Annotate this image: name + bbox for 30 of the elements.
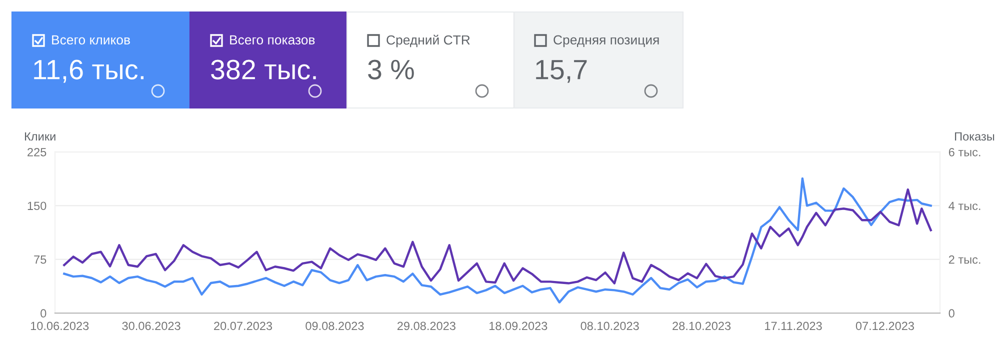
x-tick-label: 08.10.2023 xyxy=(580,322,639,330)
line-series xyxy=(63,177,932,304)
text: Всего кликов xyxy=(52,35,130,45)
text: Средний CTR xyxy=(386,34,470,48)
y-axis-title: Клики xyxy=(24,132,56,141)
y-tick-label: 75 xyxy=(34,256,46,264)
text: 11,6 тыс. xyxy=(34,60,144,83)
x-tick-label: 29.08.2023 xyxy=(397,322,456,330)
y2-tick-label: 4 тыс. xyxy=(948,202,980,210)
x-tick-label: 28.10.2023 xyxy=(672,322,731,330)
text: 382 тыс. xyxy=(211,60,316,80)
text: Всего показов xyxy=(230,35,315,45)
y-tick-label: 0 xyxy=(40,309,46,318)
y2-tick-label: 6 тыс. xyxy=(948,148,980,156)
y-tick-label: 150 xyxy=(28,202,46,210)
x-tick-label: 10.06.2023 xyxy=(30,322,89,330)
text: Средняя позиция xyxy=(554,35,659,48)
y-tick-label: 225 xyxy=(28,148,46,156)
x-tick-label: 30.06.2023 xyxy=(122,322,180,330)
x-tick-label: 09.08.2023 xyxy=(306,322,364,330)
y2-tick-label: 0 xyxy=(948,309,954,318)
y2-axis-title: Показы xyxy=(955,132,994,141)
x-tick-label: 17.11.2023 xyxy=(765,322,822,330)
text: 3 % xyxy=(368,60,414,80)
x-tick-label: 18.09.2023 xyxy=(489,322,548,330)
x-tick-label: 20.07.2023 xyxy=(214,322,272,330)
line-series xyxy=(63,188,932,284)
y2-tick-label: 2 тыс. xyxy=(948,255,980,264)
x-tick-label: 07.12.2023 xyxy=(856,322,914,330)
text: 15,7 xyxy=(536,60,587,83)
